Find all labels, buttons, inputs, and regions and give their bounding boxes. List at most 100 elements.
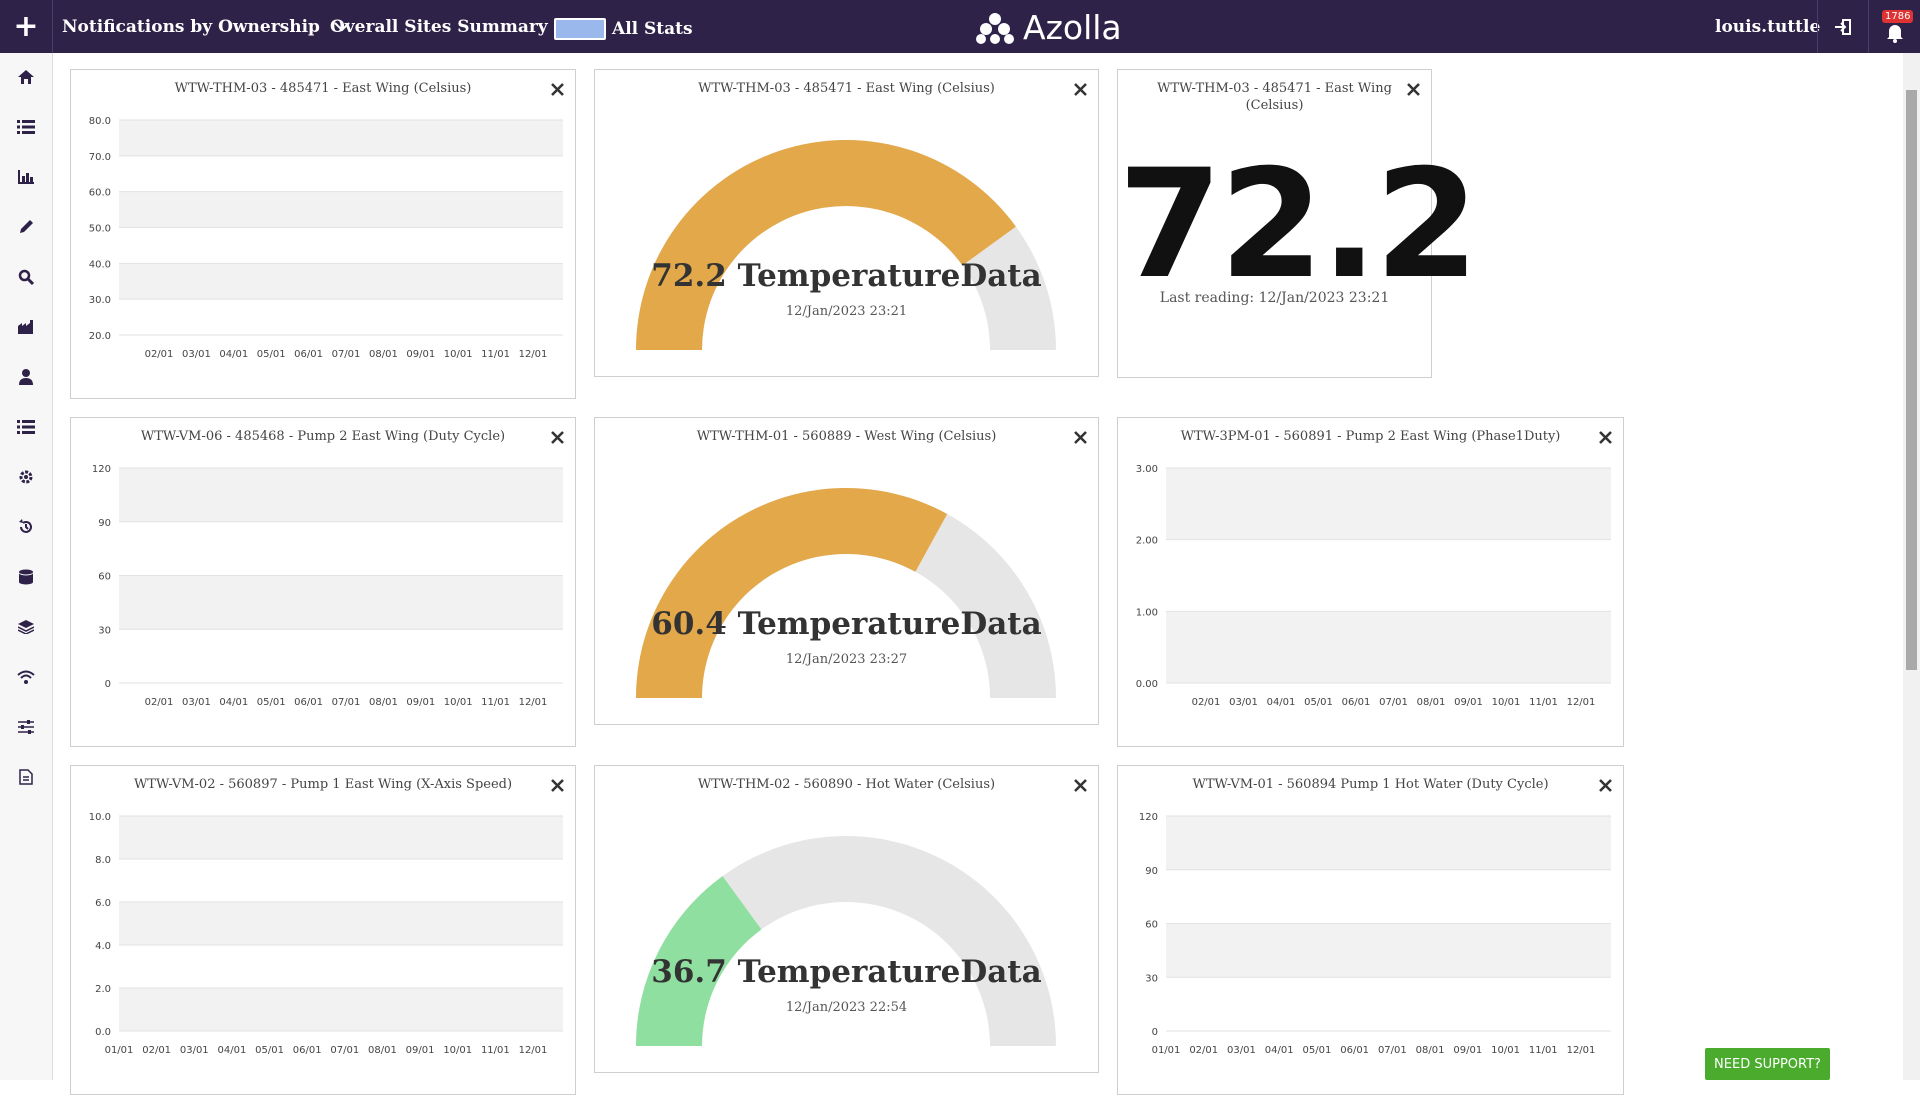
x-tick-label: 02/01 <box>145 349 174 360</box>
widget-title: WTW-THM-01 - 560889 - West Wing (Celsius… <box>696 429 997 444</box>
last-reading: Last reading: 12/Jan/2023 23:21 <box>1159 290 1390 306</box>
x-tick-label: 12/01 <box>519 1045 548 1056</box>
document-icon[interactable] <box>12 763 40 791</box>
list-icon[interactable] <box>12 413 40 441</box>
x-tick-label: 10/01 <box>1491 1045 1520 1056</box>
close-icon[interactable] <box>1595 775 1615 795</box>
chart-widget: WTW-THM-03 - 485471 - East Wing (Celsius… <box>70 69 576 399</box>
notifications-dropdown[interactable]: Notifications by Ownership <box>62 0 350 53</box>
x-tick-label: 10/01 <box>1492 697 1521 708</box>
close-icon[interactable] <box>1070 427 1090 447</box>
gauge-timestamp: 12/Jan/2023 22:54 <box>785 1000 908 1015</box>
y-tick-label: 6.0 <box>95 898 111 909</box>
building-icon[interactable] <box>12 313 40 341</box>
username[interactable]: louis.tuttle <box>1715 16 1821 37</box>
database-icon[interactable] <box>12 563 40 591</box>
chart-widget: WTW-3PM-01 - 560891 - Pump 2 East Wing (… <box>1117 417 1624 747</box>
scrollbar-thumb[interactable] <box>1906 90 1917 670</box>
close-icon[interactable] <box>547 775 567 795</box>
x-tick-label: 03/01 <box>182 349 211 360</box>
gauge-value: 72.2 TemperatureData <box>651 258 1042 294</box>
x-tick-label: 02/01 <box>145 697 174 708</box>
x-tick-label: 10/01 <box>444 697 473 708</box>
x-tick-label: 10/01 <box>444 349 473 360</box>
x-tick-label: 03/01 <box>1229 697 1258 708</box>
x-tick-label: 06/01 <box>294 349 323 360</box>
notifications-button[interactable] <box>1868 0 1920 53</box>
home-icon[interactable] <box>12 63 40 91</box>
layers-icon[interactable] <box>12 613 40 641</box>
grid-band <box>119 263 563 300</box>
x-tick-label: 02/01 <box>1189 1045 1218 1056</box>
x-tick-label: 07/01 <box>332 349 361 360</box>
x-tick-label: 08/01 <box>368 1045 397 1056</box>
y-tick-label: 20.0 <box>89 331 111 342</box>
logout-icon <box>1835 18 1851 35</box>
gauge-fill <box>636 140 1016 350</box>
user-icon[interactable] <box>12 363 40 391</box>
y-tick-label: 0.0 <box>95 1027 111 1038</box>
settings-icon[interactable] <box>12 463 40 491</box>
x-tick-label: 12/01 <box>1567 1045 1596 1056</box>
search-icon[interactable] <box>12 263 40 291</box>
all-stats-toggle[interactable]: All Stats <box>554 18 693 40</box>
gauge-timestamp: 12/Jan/2023 23:27 <box>785 652 908 667</box>
y-tick-label: 120 <box>92 464 111 475</box>
x-tick-label: 01/01 <box>105 1045 134 1056</box>
toggle-switch[interactable] <box>554 18 606 40</box>
brand-name: Azolla <box>1023 8 1122 47</box>
x-tick-label: 11/01 <box>481 697 510 708</box>
gauge-fill <box>636 488 948 698</box>
close-icon[interactable] <box>1595 427 1615 447</box>
x-tick-label: 12/01 <box>1567 697 1596 708</box>
need-support-button[interactable]: NEED SUPPORT? <box>1705 1048 1830 1080</box>
y-tick-label: 90 <box>1145 866 1158 877</box>
add-button[interactable]: + <box>0 0 53 53</box>
close-icon[interactable] <box>547 427 567 447</box>
x-tick-label: 05/01 <box>1302 1045 1331 1056</box>
x-tick-label: 08/01 <box>1416 1045 1445 1056</box>
line-chart: 120 90 60 30 0 02/01 03/01 04/01 05/01 06/01 07/01… <box>92 464 563 708</box>
x-tick-label: 12/01 <box>519 349 548 360</box>
gauge-track <box>636 836 1056 1046</box>
close-icon[interactable] <box>1403 79 1423 99</box>
x-tick-label: 03/01 <box>1227 1045 1256 1056</box>
sites-summary-dropdown-label: Overall Sites Summary <box>330 16 548 37</box>
chart-widget: WTW-VM-06 - 485468 - Pump 2 East Wing (D… <box>70 417 576 747</box>
chevron-down-icon <box>334 21 350 31</box>
history-icon[interactable] <box>12 513 40 541</box>
grid-band <box>119 120 563 156</box>
gauge-value: 60.4 TemperatureData <box>651 606 1042 642</box>
close-icon[interactable] <box>1070 79 1090 99</box>
bar-chart-icon[interactable] <box>12 163 40 191</box>
close-icon[interactable] <box>547 79 567 99</box>
y-tick-label: 120 <box>1139 812 1158 823</box>
grid-band <box>119 816 563 859</box>
x-tick-label: 03/01 <box>182 697 211 708</box>
top-bar: + Notifications by Ownership Overall Sit… <box>0 0 1920 53</box>
y-tick-label: 3.00 <box>1136 464 1158 475</box>
logout-button[interactable] <box>1817 0 1868 53</box>
y-tick-label: 2.0 <box>95 984 111 995</box>
x-tick-label: 08/01 <box>369 349 398 360</box>
x-tick-label: 05/01 <box>255 1045 284 1056</box>
sliders-icon[interactable] <box>12 713 40 741</box>
gauge-fill <box>636 876 762 1046</box>
close-icon[interactable] <box>1070 775 1090 795</box>
pencil-icon[interactable] <box>12 213 40 241</box>
x-tick-label: 02/01 <box>1192 697 1221 708</box>
chart-widget: WTW-VM-02 - 560897 - Pump 1 East Wing (X… <box>70 765 576 1095</box>
x-tick-label: 06/01 <box>1342 697 1371 708</box>
x-tick-label: 11/01 <box>1529 1045 1558 1056</box>
gauge-widget: WTW-THM-01 - 560889 - West Wing (Celsius… <box>594 417 1099 725</box>
wifi-icon[interactable] <box>12 663 40 691</box>
y-tick-label: 90 <box>98 518 111 529</box>
sites-summary-dropdown[interactable]: Overall Sites Summary <box>330 0 578 53</box>
y-tick-label: 60.0 <box>89 188 111 199</box>
list-icon[interactable] <box>12 113 40 141</box>
gauge-timestamp: 12/Jan/2023 23:21 <box>785 304 908 319</box>
line-chart: 3.00 2.00 1.00 0.00 02/01 03/01 04/01 05/01 06/0… <box>1136 464 1611 708</box>
line-chart: 10.0 8.0 6.0 4.0 2.0 0.0 01/01 02/01 03/01 04/01 0… <box>89 812 563 1056</box>
y-tick-label: 0 <box>105 679 111 690</box>
grid-band <box>119 988 563 1031</box>
